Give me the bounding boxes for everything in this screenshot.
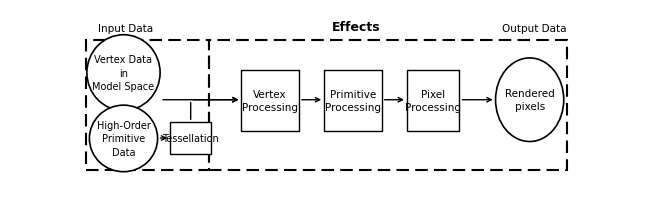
Text: Input Data: Input Data bbox=[98, 24, 153, 34]
Text: Rendered
pixels: Rendered pixels bbox=[505, 89, 554, 112]
Text: Vertex
Processing: Vertex Processing bbox=[242, 89, 298, 112]
Ellipse shape bbox=[89, 106, 158, 172]
Bar bbox=[209, 41, 567, 170]
Text: Vertex Data
in
Model Space: Vertex Data in Model Space bbox=[93, 55, 155, 91]
Bar bbox=[407, 70, 459, 131]
Bar bbox=[241, 70, 299, 131]
Bar bbox=[324, 70, 382, 131]
Text: Primitive
Processing: Primitive Processing bbox=[325, 89, 381, 112]
Ellipse shape bbox=[87, 36, 160, 111]
Text: Tessellation: Tessellation bbox=[162, 133, 219, 143]
Ellipse shape bbox=[496, 59, 564, 142]
Text: High-Order
Primitive
Data: High-Order Primitive Data bbox=[96, 121, 151, 157]
Text: Pixel
Processing: Pixel Processing bbox=[405, 89, 461, 112]
Text: Effects: Effects bbox=[333, 21, 381, 34]
Bar bbox=[86, 41, 209, 170]
Bar bbox=[170, 123, 211, 154]
Text: Output Data: Output Data bbox=[503, 24, 567, 34]
